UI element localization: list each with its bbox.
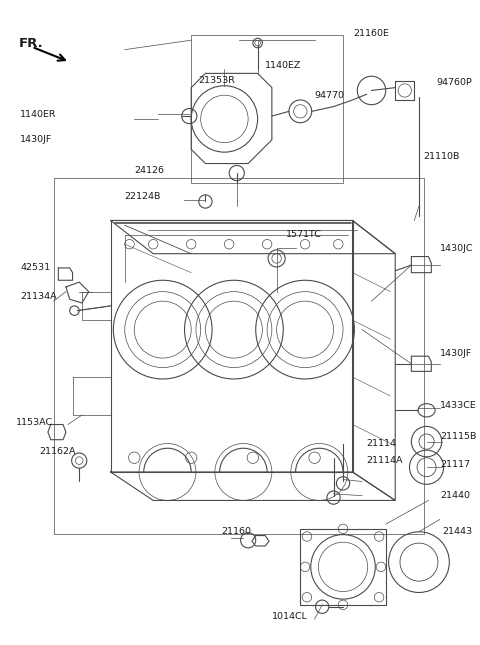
Text: 1430JF: 1430JF bbox=[440, 349, 472, 358]
Text: 1140EZ: 1140EZ bbox=[265, 61, 301, 70]
Text: 1571TC: 1571TC bbox=[286, 230, 322, 239]
Text: 21117: 21117 bbox=[440, 460, 470, 469]
Bar bbox=[54, 178, 424, 533]
Text: 1153AC: 1153AC bbox=[16, 418, 53, 427]
Text: 21353R: 21353R bbox=[199, 75, 236, 84]
Bar bbox=[300, 529, 386, 605]
Text: 21160E: 21160E bbox=[354, 29, 389, 38]
Text: FR.: FR. bbox=[18, 37, 43, 50]
Text: 21110B: 21110B bbox=[424, 152, 460, 161]
Text: 21160: 21160 bbox=[222, 527, 252, 536]
Text: 1433CE: 1433CE bbox=[440, 401, 477, 410]
Text: 21115B: 21115B bbox=[440, 432, 476, 441]
Text: 1014CL: 1014CL bbox=[272, 611, 308, 620]
Text: 24126: 24126 bbox=[134, 166, 164, 175]
Text: 21443: 21443 bbox=[443, 527, 473, 536]
Text: 42531: 42531 bbox=[20, 263, 50, 272]
Text: 94770: 94770 bbox=[314, 91, 345, 100]
Text: 21134A: 21134A bbox=[20, 292, 57, 301]
Text: 21440: 21440 bbox=[440, 491, 470, 500]
Text: 1430JC: 1430JC bbox=[440, 244, 473, 253]
Text: 21114A: 21114A bbox=[367, 456, 403, 465]
Text: 1430JF: 1430JF bbox=[20, 135, 53, 144]
Text: 22124B: 22124B bbox=[125, 192, 161, 201]
Text: 21114: 21114 bbox=[367, 439, 397, 448]
Text: 1140ER: 1140ER bbox=[20, 110, 57, 119]
Text: 21162A: 21162A bbox=[39, 446, 76, 455]
Bar bbox=[191, 35, 343, 183]
Text: 94760P: 94760P bbox=[436, 79, 472, 87]
